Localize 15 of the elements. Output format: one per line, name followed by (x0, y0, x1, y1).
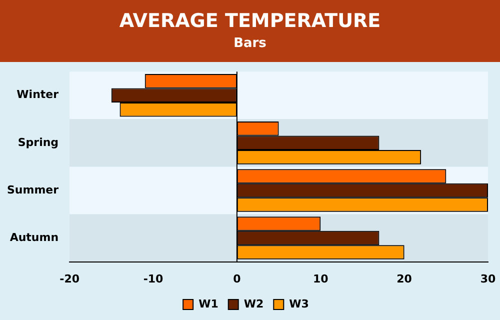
y-tick-label: Spring (18, 136, 59, 149)
x-tick-label: 10 (312, 272, 329, 286)
y-tick-label: Autumn (10, 230, 59, 244)
x-tick-label: 20 (396, 272, 412, 286)
y-tick-label: Winter (16, 88, 60, 102)
legend-label: W3 (289, 297, 309, 310)
legend-label: W1 (198, 297, 218, 310)
x-tick-label: -20 (60, 272, 80, 286)
chart-subtitle: Bars (232, 36, 268, 51)
x-tick-label: 0 (233, 272, 242, 286)
x-tick-label: 30 (480, 272, 496, 286)
x-tick-label: -10 (143, 272, 164, 286)
y-tick-label: Summer (7, 183, 60, 196)
legend-label: W2 (244, 297, 264, 310)
chart-title: AVERAGE TEMPERATURE (118, 10, 382, 32)
